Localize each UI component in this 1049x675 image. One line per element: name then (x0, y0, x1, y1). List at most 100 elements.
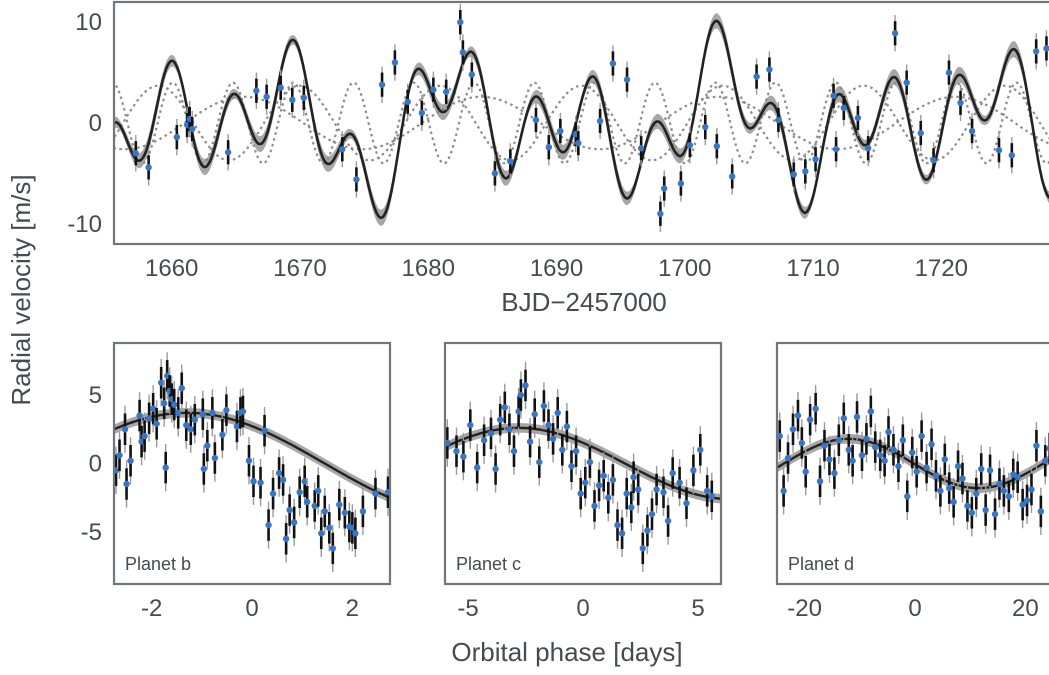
data-point (545, 144, 553, 151)
data-point (329, 545, 336, 552)
data-point (141, 432, 148, 440)
data-point (968, 127, 976, 135)
data-point (136, 412, 143, 419)
data-point (618, 530, 626, 537)
data-point (178, 384, 185, 392)
data-point (1023, 497, 1031, 504)
data-point (697, 446, 704, 454)
data-point (480, 437, 488, 444)
data-point (623, 490, 630, 497)
plot-area (777, 385, 1049, 538)
data-point (639, 545, 646, 552)
data-point (359, 508, 367, 515)
data-point (442, 88, 450, 95)
data-point (840, 104, 848, 112)
data-point (609, 476, 617, 484)
phase-panel-planet-b: -2 0 2 -5 0 5 Planet b (81, 341, 392, 622)
data-point (729, 173, 736, 180)
data-point (1005, 493, 1013, 500)
x-tick-label: 1680 (402, 255, 455, 282)
data-point (802, 468, 809, 475)
data-point (676, 479, 683, 486)
data-point (789, 426, 797, 433)
y-tick-label: 0 (89, 451, 102, 478)
data-point (909, 449, 916, 456)
x-tick-label: 1660 (145, 255, 198, 282)
data-point (233, 423, 241, 430)
data-point (794, 412, 802, 419)
data-point (372, 490, 379, 497)
data-point (501, 404, 508, 411)
y-tick-label: 0 (89, 110, 102, 137)
x-tick-label: 20 (1012, 595, 1039, 622)
data-point (336, 501, 343, 508)
data-point (1014, 473, 1021, 481)
data-point (1028, 486, 1035, 493)
data-point (487, 430, 495, 437)
data-point (812, 405, 819, 412)
data-point (532, 116, 540, 124)
data-point (199, 411, 207, 418)
phase-panel-planet-d: -20 0 20 Planet d (775, 341, 1049, 622)
data-point (628, 504, 635, 511)
data-point (661, 185, 668, 192)
data-point (1033, 442, 1040, 449)
data-point (831, 469, 838, 477)
data-point (311, 502, 318, 510)
x-tick-label: 1670 (273, 255, 326, 282)
data-point (540, 402, 548, 410)
data-point (653, 486, 660, 493)
plot-area (114, 4, 1049, 232)
data-point (296, 489, 303, 496)
data-point (775, 116, 782, 124)
data-point (282, 535, 290, 543)
data-point (1000, 487, 1008, 495)
data-point (261, 427, 268, 434)
data-point (545, 421, 552, 429)
data-point (941, 456, 949, 463)
data-point (595, 482, 603, 489)
x-tick-label: 1690 (530, 255, 583, 282)
data-point (349, 524, 356, 532)
data-point (506, 426, 513, 433)
planet-d-curve (114, 81, 1049, 165)
data-point (277, 84, 284, 91)
data-point (457, 18, 464, 26)
data-point (265, 521, 272, 529)
y-tick-label: -10 (67, 211, 102, 238)
planet-c-curve (114, 95, 1049, 151)
x-tick-label: 2 (346, 595, 359, 622)
data-point (326, 524, 333, 532)
data-point (1046, 445, 1049, 452)
data-point (572, 447, 580, 455)
panel-frame (775, 341, 1049, 586)
data-point (430, 86, 437, 93)
data-point (468, 71, 476, 78)
data-point (453, 447, 460, 455)
data-point (286, 506, 293, 514)
data-point (702, 123, 709, 131)
data-point (522, 382, 529, 389)
data-point (683, 500, 690, 507)
top-x-axis-label: BJD−2457000 (501, 287, 667, 317)
data-point (790, 171, 797, 178)
data-point (467, 421, 474, 429)
data-point (304, 498, 311, 506)
data-point (153, 420, 160, 427)
data-point (209, 409, 216, 417)
data-point (959, 475, 966, 482)
data-point (986, 467, 994, 474)
data-point (708, 493, 715, 500)
total-model-curve (114, 19, 1049, 220)
data-point (223, 406, 230, 414)
data-point (978, 465, 985, 473)
plot-area (114, 352, 390, 573)
data-point (536, 458, 543, 466)
data-point (250, 478, 257, 485)
data-point (160, 400, 168, 407)
data-point (690, 467, 697, 474)
x-tick-label: -5 (457, 595, 478, 622)
data-point (664, 517, 672, 525)
data-point (200, 465, 208, 473)
data-point (1008, 152, 1016, 159)
